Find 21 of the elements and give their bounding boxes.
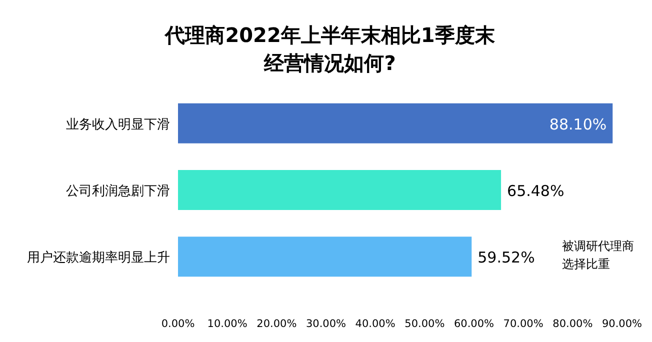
annotation: 被调研代理商选择比重 [562, 239, 634, 271]
x-tick-label: 30.00% [306, 318, 346, 330]
x-tick-label: 50.00% [404, 318, 445, 330]
x-tick-label: 80.00% [552, 318, 593, 330]
data-label: 59.52% [478, 248, 535, 267]
x-tick-label: 0.00% [161, 318, 195, 330]
bar [178, 170, 502, 210]
x-tick-label: 90.00% [602, 318, 642, 330]
chart-title: 代理商2022年上半年末相比1季度末经营情况如何? [164, 23, 496, 75]
y-tick-label: 业务收入明显下滑 [66, 117, 170, 132]
bar [178, 236, 472, 277]
bar [178, 103, 613, 144]
y-tick-label: 公司利润急剧下滑 [66, 184, 170, 199]
x-tick-label: 60.00% [454, 318, 494, 330]
data-label: 65.48% [507, 182, 564, 200]
x-tick-label: 40.00% [355, 318, 396, 330]
x-tick-label: 20.00% [256, 318, 297, 330]
data-label: 88.10% [549, 115, 607, 134]
x-tick-label: 70.00% [503, 318, 544, 330]
x-tick-label: 10.00% [207, 318, 248, 330]
y-tick-label: 用户还款逾期率明显上升 [27, 250, 170, 266]
